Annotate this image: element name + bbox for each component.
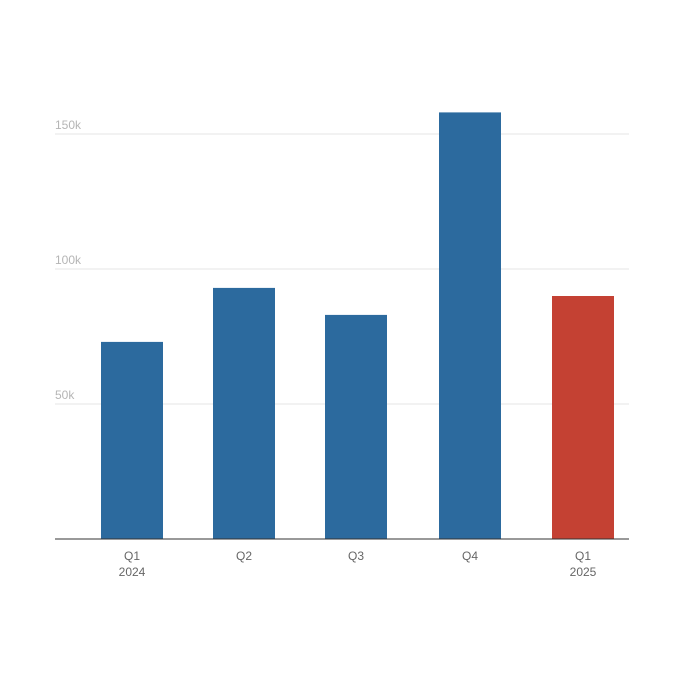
x-tick-label: Q4: [462, 549, 478, 563]
bar: [101, 341, 163, 539]
bar: [325, 314, 387, 539]
y-tick-label: 50k: [55, 388, 75, 402]
x-tick-label: Q3: [348, 549, 364, 563]
bars: [101, 112, 614, 540]
y-tick-label: 150k: [55, 118, 82, 132]
bar: [439, 112, 501, 540]
bar: [552, 296, 614, 539]
x-tick-label: Q1: [124, 549, 140, 563]
x-tick-year-label: 2024: [119, 565, 146, 579]
x-axis-tick-labels: Q1 2024 Q2 Q3 Q4 Q1 2025: [119, 549, 597, 579]
x-tick-label: Q1: [575, 549, 591, 563]
y-axis-tick-labels: 50k 100k 150k: [55, 118, 82, 402]
x-tick-year-label: 2025: [570, 565, 597, 579]
y-tick-label: 100k: [55, 253, 82, 267]
x-tick-label: Q2: [236, 549, 252, 563]
bar: [213, 287, 275, 539]
